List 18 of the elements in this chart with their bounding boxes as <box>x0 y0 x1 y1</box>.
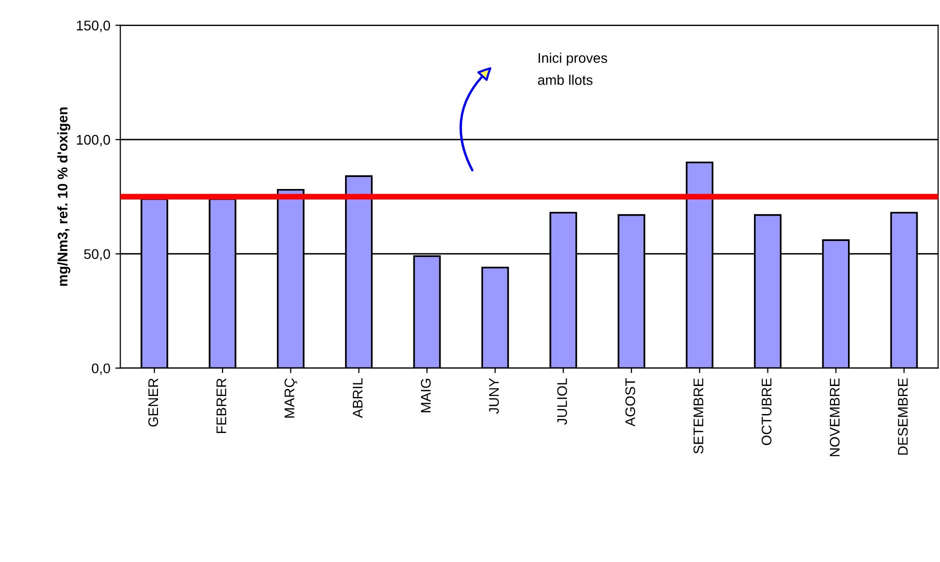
y-tick-label: 0,0 <box>92 363 110 375</box>
x-tick-label: MARÇ <box>284 378 298 418</box>
y-tick-label: 50,0 <box>84 249 110 261</box>
x-tick-label: JULIOL <box>557 378 568 425</box>
x-tick-label: JUNY <box>489 378 499 414</box>
x-tick-label: MAIG <box>420 378 431 412</box>
y-axis-title: mg/Nm3, ref. 10 % d'oxigen <box>57 108 70 286</box>
x-tick-label: NOVEMBRE <box>830 378 840 456</box>
x-tick-label: DESEMBRE <box>898 378 908 455</box>
x-tick-label: ABRIL <box>352 378 362 418</box>
x-tick-label: GENER <box>148 378 158 427</box>
y-tick-label: 100,0 <box>76 134 110 146</box>
x-tick-label: AGOST <box>625 378 636 426</box>
x-tick-label: OCTUBRE <box>762 378 772 446</box>
x-tick-label: SETEMBRE <box>693 378 704 454</box>
x-tick-label: FEBRER <box>216 378 226 434</box>
annotation: Inici proves amb llots <box>538 52 608 85</box>
y-tick-label: 150,0 <box>76 20 110 32</box>
